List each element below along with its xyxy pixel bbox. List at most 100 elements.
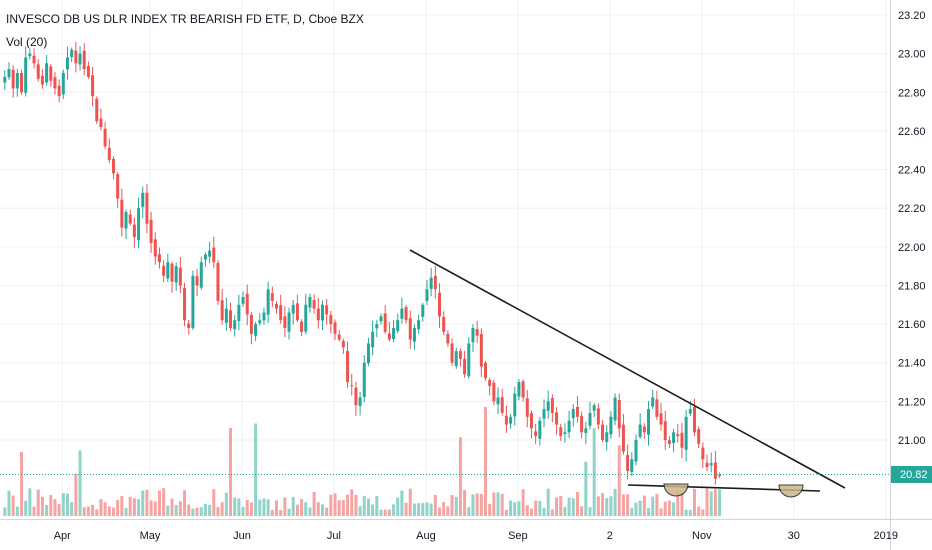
candle-body bbox=[350, 385, 354, 387]
volume-bar bbox=[559, 495, 563, 516]
volume-bar bbox=[320, 504, 324, 516]
volume-bar bbox=[249, 502, 253, 516]
volume-bar bbox=[546, 488, 550, 516]
candle-body bbox=[688, 409, 692, 414]
volume-bar bbox=[642, 495, 646, 516]
volume-bar bbox=[517, 501, 521, 516]
candle-body bbox=[308, 297, 312, 308]
price-tick-label: 22.40 bbox=[898, 165, 926, 177]
volume-bar bbox=[82, 507, 86, 516]
candle-body bbox=[333, 322, 337, 334]
candle-body bbox=[287, 312, 291, 332]
volume-bar bbox=[195, 507, 199, 516]
candle-body bbox=[237, 304, 241, 322]
time-tick-label: Jul bbox=[327, 530, 341, 542]
candle-body bbox=[70, 49, 74, 58]
volume-bar bbox=[91, 504, 95, 516]
candle-body bbox=[697, 429, 701, 444]
volume-bar bbox=[78, 450, 82, 516]
candle-body bbox=[684, 416, 688, 450]
volume-bar bbox=[208, 504, 212, 516]
volume-bar bbox=[316, 502, 320, 516]
descending-trendline[interactable] bbox=[409, 249, 846, 489]
volume-bar bbox=[283, 497, 287, 516]
highlight-arc-2[interactable] bbox=[778, 484, 804, 498]
candle-body bbox=[555, 412, 559, 425]
candle-body bbox=[371, 331, 375, 348]
volume-bar bbox=[701, 509, 705, 516]
volume-bar bbox=[116, 500, 120, 516]
volume-indicator-label[interactable]: Vol (20) bbox=[6, 35, 48, 49]
candle-body bbox=[534, 431, 538, 437]
candle-body bbox=[575, 406, 579, 417]
candle-body bbox=[40, 75, 44, 85]
candle-body bbox=[605, 432, 609, 443]
volume-bar bbox=[379, 509, 383, 516]
time-tick-label: Sep bbox=[508, 530, 528, 542]
candle-body bbox=[463, 358, 467, 375]
candle-body bbox=[705, 462, 709, 468]
volume-bar bbox=[626, 494, 630, 516]
volume-bar bbox=[153, 501, 157, 516]
candle-body bbox=[3, 76, 7, 83]
volume-bar bbox=[571, 498, 575, 516]
candle-body bbox=[521, 381, 525, 398]
candle-body bbox=[254, 324, 258, 336]
candle-body bbox=[86, 66, 90, 77]
candle-body bbox=[375, 324, 379, 329]
volume-bar bbox=[216, 507, 220, 516]
candle-body bbox=[454, 351, 458, 367]
volume-bar bbox=[542, 507, 546, 516]
volume-bar bbox=[358, 506, 362, 516]
volume-bar bbox=[680, 492, 684, 516]
volume-bar bbox=[496, 492, 500, 516]
price-tick-label: 22.80 bbox=[898, 87, 926, 99]
volume-bar bbox=[241, 506, 245, 516]
volume-bar bbox=[458, 437, 462, 516]
time-axis[interactable]: AprMayJunJulAugSep2Nov302019FebMar bbox=[54, 530, 932, 542]
candle-body bbox=[379, 316, 383, 322]
volume-bar bbox=[162, 488, 166, 516]
candle-body bbox=[53, 77, 57, 89]
candle-body bbox=[588, 412, 592, 426]
candle-body bbox=[245, 293, 249, 315]
highlight-arc-1[interactable] bbox=[663, 483, 689, 497]
candle-body bbox=[195, 276, 199, 286]
volume-bar bbox=[279, 509, 283, 516]
candle-body bbox=[396, 320, 400, 332]
candle-body bbox=[11, 69, 15, 89]
volume-bar bbox=[383, 509, 387, 516]
volume-bar bbox=[300, 499, 304, 516]
volume-bar bbox=[233, 497, 237, 516]
candle-body bbox=[320, 304, 324, 321]
candle-body bbox=[471, 327, 475, 343]
volume-bar bbox=[40, 496, 44, 516]
candle-body bbox=[262, 312, 266, 321]
volume-bar bbox=[70, 502, 74, 516]
candle-body bbox=[584, 428, 588, 433]
volume-bar bbox=[613, 488, 617, 516]
candle-body bbox=[304, 304, 308, 332]
volume-bar bbox=[617, 445, 621, 516]
candle-body bbox=[316, 308, 320, 321]
candle-body bbox=[295, 303, 299, 321]
candle-body bbox=[651, 397, 655, 407]
volume-bar bbox=[663, 501, 667, 516]
candle-body bbox=[596, 408, 600, 425]
price-tick-label: 22.00 bbox=[898, 242, 926, 254]
volume-bar bbox=[421, 503, 425, 516]
price-axis[interactable]: 23.20 23.00 22.80 22.60 22.40 22.20 22.00 21.80… bbox=[898, 10, 926, 447]
candle-body bbox=[241, 297, 245, 304]
candle-body bbox=[45, 63, 49, 83]
candle-body bbox=[191, 275, 195, 328]
volume-bar bbox=[57, 504, 61, 516]
candle-body bbox=[275, 304, 278, 309]
volume-bar bbox=[237, 498, 241, 516]
candle-body bbox=[28, 53, 32, 57]
volume-bar bbox=[693, 488, 696, 516]
candle-body bbox=[291, 304, 295, 314]
volume-bar bbox=[325, 507, 329, 516]
candle-body bbox=[634, 440, 638, 462]
volume-bar bbox=[676, 491, 680, 516]
